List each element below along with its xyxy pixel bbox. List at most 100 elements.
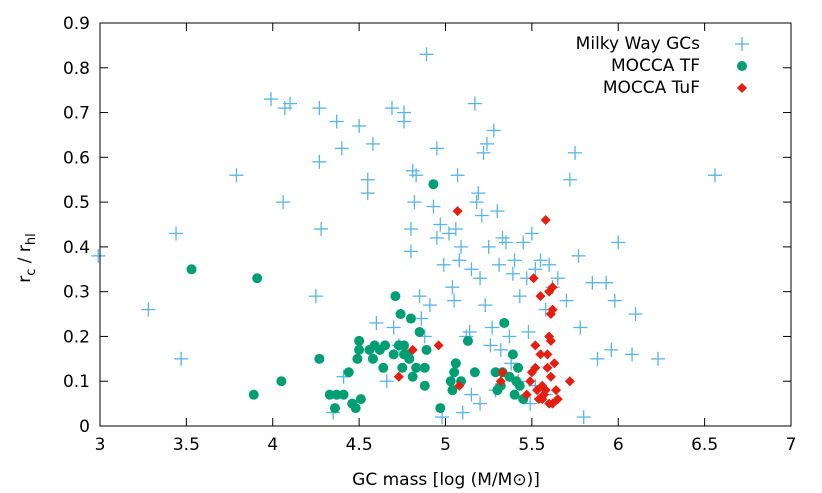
- legend-marker-diamond: [737, 83, 747, 93]
- data-point: [399, 340, 410, 351]
- data-point: [174, 351, 189, 366]
- data-point: [312, 101, 327, 116]
- data-point: [308, 289, 323, 304]
- data-point: [419, 380, 430, 391]
- data-point: [559, 293, 574, 308]
- data-point: [568, 145, 583, 160]
- data-point: [545, 335, 556, 346]
- data-point: [490, 204, 505, 219]
- data-point: [403, 244, 418, 259]
- x-tick-labels: 3 3.5 4 4.5 5 5.5 6 6.5 7: [95, 435, 797, 455]
- data-point: [384, 101, 399, 116]
- data-point: [481, 239, 496, 254]
- legend-entry-mocca-tuf: MOCCA TuF: [603, 78, 747, 98]
- data-point: [343, 367, 354, 378]
- data-point: [478, 298, 493, 313]
- data-point: [338, 389, 349, 400]
- data-point: [505, 266, 520, 281]
- data-point: [573, 320, 588, 335]
- data-point: [528, 273, 539, 284]
- data-point: [490, 367, 501, 378]
- data-point: [329, 403, 340, 414]
- data-point: [421, 344, 432, 355]
- data-point: [367, 353, 378, 364]
- data-point: [386, 320, 401, 335]
- data-point: [576, 410, 591, 425]
- y-tick-label: 0.3: [63, 283, 90, 303]
- data-point: [493, 342, 508, 357]
- data-point: [403, 221, 418, 236]
- data-point: [360, 186, 375, 201]
- data-point: [467, 96, 482, 111]
- legend-marker: [737, 83, 747, 93]
- legend-entry-mocca-tf: MOCCA TF: [611, 56, 747, 76]
- y-axis-label-sub-hl: hl: [24, 233, 39, 245]
- data-point: [590, 351, 605, 366]
- data-point: [452, 253, 467, 268]
- data-point: [611, 235, 626, 250]
- data-point: [514, 380, 525, 391]
- data-point: [564, 376, 575, 387]
- x-tick-label: 4.5: [346, 435, 373, 455]
- data-point: [507, 253, 522, 268]
- data-point: [473, 396, 488, 411]
- data-point: [393, 371, 404, 382]
- data-point: [498, 235, 513, 250]
- data-point: [540, 215, 551, 226]
- data-point: [476, 145, 491, 160]
- data-point: [547, 304, 558, 315]
- plot-frame: [99, 22, 792, 427]
- x-tick-label: 5.5: [518, 435, 545, 455]
- data-point: [509, 389, 520, 400]
- data-point: [492, 257, 507, 272]
- x-tick-label: 6: [613, 435, 624, 455]
- data-point: [449, 367, 460, 378]
- y-axis-label-mid: / r: [15, 245, 35, 269]
- data-point: [414, 326, 425, 337]
- y-tick-labels: 0 0.1 0.2 0.3 0.4 0.5 0.6 0.7 0.8 0.9: [63, 14, 90, 437]
- y-tick-label: 0.2: [63, 327, 90, 347]
- x-tick-label: 5: [440, 435, 451, 455]
- data-point: [537, 380, 548, 391]
- x-tick-label: 3.5: [173, 435, 200, 455]
- data-point: [407, 344, 418, 355]
- data-point: [530, 362, 541, 373]
- data-point: [513, 362, 524, 373]
- data-point: [354, 335, 365, 346]
- data-point: [397, 362, 408, 373]
- data-point: [429, 230, 444, 245]
- data-point: [409, 168, 424, 183]
- data-point: [450, 358, 461, 369]
- data-point: [562, 172, 577, 187]
- legend-entry-milky-way-gcs: Milky Way GCs: [576, 34, 749, 54]
- data-point: [411, 362, 422, 373]
- legend-marker-plus: [735, 37, 749, 51]
- data-point: [650, 351, 665, 366]
- y-tick-label: 0.7: [63, 104, 90, 124]
- data-point: [186, 264, 197, 275]
- data-point: [550, 271, 565, 286]
- data-point: [479, 136, 494, 151]
- data-point: [495, 376, 506, 387]
- data-point: [585, 275, 600, 290]
- data-point: [530, 340, 541, 351]
- data-point: [435, 403, 446, 414]
- data-point: [471, 186, 486, 201]
- data-point: [497, 367, 508, 378]
- data-point: [407, 371, 418, 382]
- data-point: [628, 307, 643, 322]
- data-point: [407, 195, 422, 210]
- data-point: [545, 371, 556, 382]
- data-point: [469, 195, 484, 210]
- data-point: [607, 293, 622, 308]
- y-tick-label: 0: [79, 417, 90, 437]
- data-point: [378, 362, 389, 373]
- data-point: [474, 208, 489, 223]
- data-point: [141, 302, 156, 317]
- data-point: [512, 289, 527, 304]
- data-point: [314, 353, 325, 364]
- y-axis-label-main: r: [15, 276, 35, 283]
- data-point: [547, 282, 558, 293]
- data-point: [422, 298, 437, 313]
- y-axis-label-sub-c: c: [24, 269, 39, 276]
